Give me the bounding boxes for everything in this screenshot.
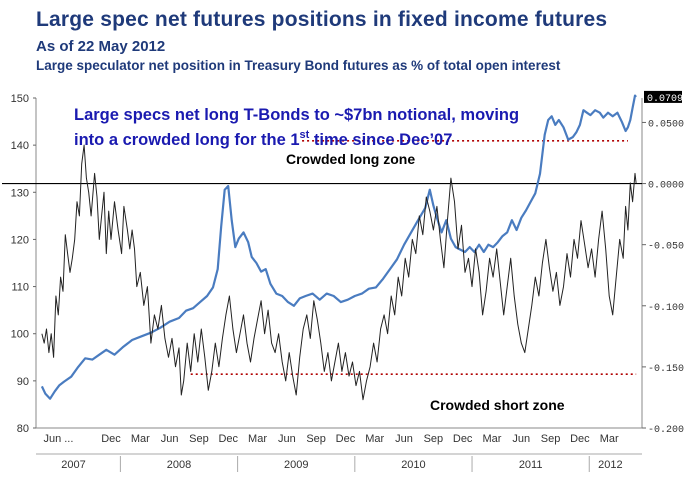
crowded-long-zone-label: Crowded long zone — [286, 151, 415, 167]
x-month-label: Dec — [453, 433, 473, 445]
x-month-label: Mar — [365, 433, 384, 445]
x-year-label: 2012 — [598, 459, 622, 471]
x-month-label: Mar — [600, 433, 619, 445]
x-month-label: Dec — [101, 433, 121, 445]
crowded-short-zone-label: Crowded short zone — [430, 397, 565, 413]
left-tick-label: 120 — [11, 234, 29, 246]
x-month-label: Jun — [161, 433, 179, 445]
x-month-label: Jun — [395, 433, 413, 445]
page-subtitle: As of 22 May 2012 — [36, 38, 166, 55]
blue-series-line — [40, 94, 637, 400]
last-value-box — [644, 90, 682, 103]
annotation-line-1: Large specs net long T-Bonds to ~$7bn no… — [74, 106, 519, 124]
left-tick-label: 90 — [17, 376, 29, 388]
x-month-label: Jun — [44, 433, 62, 445]
x-month-label: Sep — [306, 433, 326, 445]
x-month-label: Dec — [336, 433, 356, 445]
left-tick-label: 100 — [11, 329, 29, 341]
x-month-label: Jun — [512, 433, 530, 445]
page-title: Large spec net futures positions in fixe… — [36, 8, 608, 31]
annotation-line-2: into a crowded long for the 1st time sin… — [74, 129, 452, 149]
left-tick-label: 150 — [11, 93, 29, 105]
left-tick-label: 140 — [11, 140, 29, 152]
right-tick-label: -0.150 — [648, 364, 684, 375]
right-tick-label: 0.0500 — [648, 119, 684, 130]
x-month-label: Sep — [541, 433, 561, 445]
x-month-label: Sep — [189, 433, 209, 445]
x-month-label: Mar — [248, 433, 267, 445]
x-year-label: 2009 — [284, 459, 308, 471]
x-month-label: Sep — [424, 433, 444, 445]
chart-title: Large speculator net position in Treasur… — [36, 58, 561, 73]
x-year-label: 2011 — [519, 459, 543, 471]
right-tick-label: 0.0000 — [648, 181, 684, 192]
right-tick-label: -0.050 — [648, 242, 684, 253]
black-series-line — [41, 144, 637, 401]
x-year-label: 2007 — [61, 459, 85, 471]
x-month-label: Mar — [131, 433, 150, 445]
x-year-label: 2010 — [401, 459, 425, 471]
last-value-label: 0.0709 — [647, 94, 683, 105]
right-tick-label: -0.200 — [648, 425, 684, 436]
x-year-label: 2008 — [167, 459, 191, 471]
x-month-label: Mar — [482, 433, 501, 445]
x-month-label: ... — [64, 433, 73, 445]
left-tick-label: 80 — [17, 423, 29, 435]
left-tick-label: 130 — [11, 187, 29, 199]
x-month-label: Jun — [278, 433, 296, 445]
right-tick-label: -0.100 — [648, 303, 684, 314]
x-month-label: Dec — [570, 433, 590, 445]
left-tick-label: 110 — [11, 282, 29, 294]
x-month-label: Dec — [218, 433, 238, 445]
